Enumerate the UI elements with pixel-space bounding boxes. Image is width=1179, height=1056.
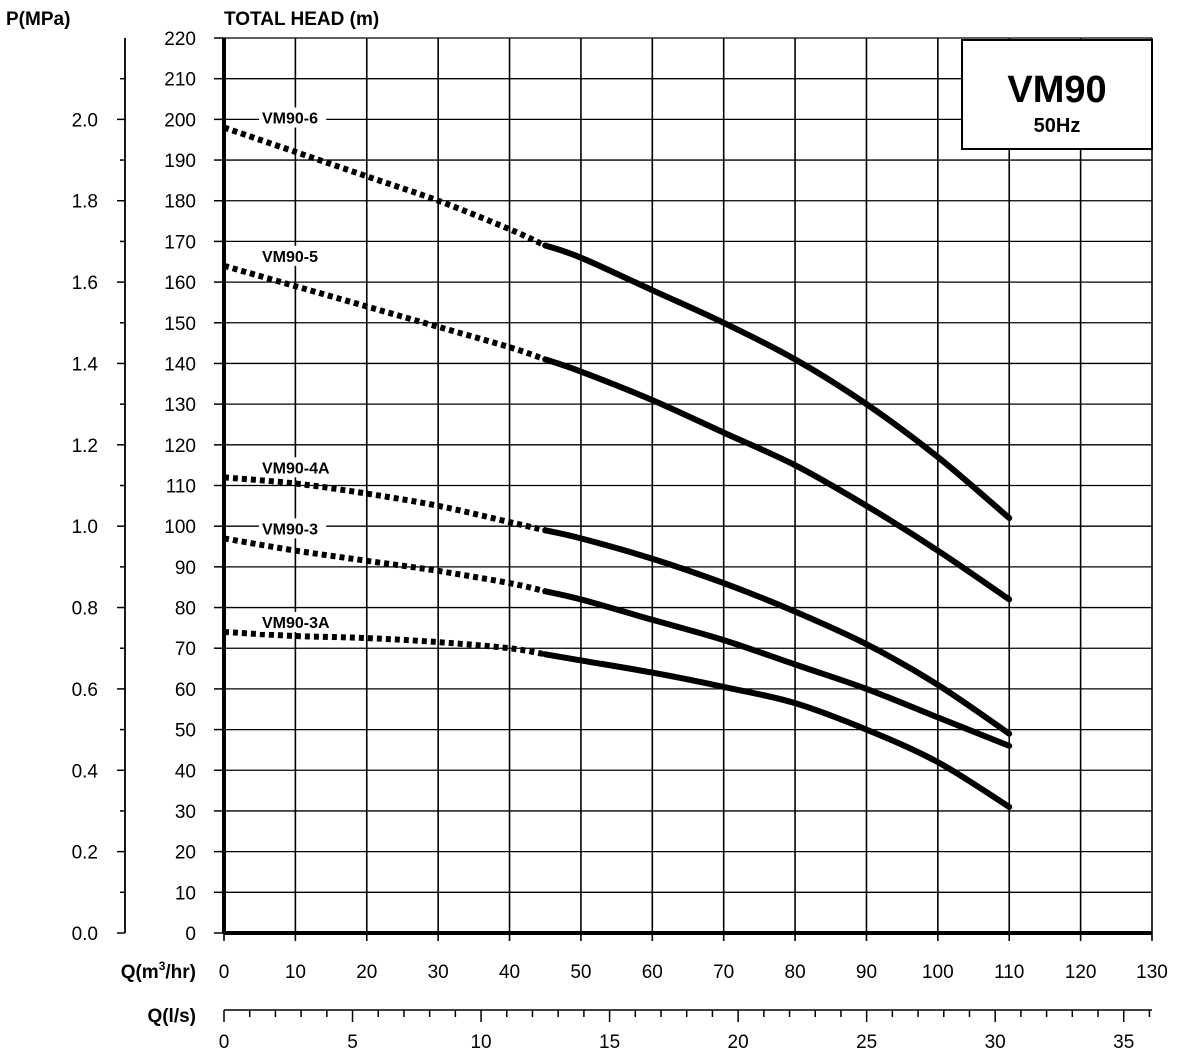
pressure-tick-label: 0.2 xyxy=(72,843,98,864)
series-label-bg xyxy=(259,245,327,266)
head-tick-label: 210 xyxy=(164,70,196,91)
q-ls-tick-label: 5 xyxy=(347,1032,358,1053)
head-tick-label: 100 xyxy=(164,517,196,538)
pressure-tick-label: 2.0 xyxy=(72,110,98,131)
pressure-tick-label: 0.8 xyxy=(72,599,98,620)
flow-tick-label: 0 xyxy=(219,962,230,983)
tick-labels: 0102030405060708090100110120130140150160… xyxy=(72,29,1168,1053)
flow-tick-label: 10 xyxy=(285,962,306,983)
chart-subtitle: 50Hz xyxy=(1034,115,1081,137)
head-tick-label: 90 xyxy=(175,558,196,579)
q-ls-tick-label: 15 xyxy=(599,1032,620,1053)
q-ls-axis-title: Q(l/s) xyxy=(147,1006,196,1027)
head-tick-label: 220 xyxy=(164,29,196,50)
head-tick-label: 140 xyxy=(164,354,196,375)
head-tick-label: 70 xyxy=(175,639,196,660)
head-tick-label: 120 xyxy=(164,436,196,457)
performance-curves: VM90-6 VM90-5 VM90-4A VM90-3 VM90-3A xyxy=(223,107,1013,810)
series-vm90-5-solid xyxy=(542,356,1013,603)
series-vm90-4a-solid xyxy=(542,527,1013,737)
flow-tick-label: 100 xyxy=(922,962,954,983)
series-vm90-3-dotted xyxy=(223,535,546,595)
q-m3hr-axis-title: Q(m3/hr) xyxy=(121,959,196,983)
series-label-bg xyxy=(259,457,337,478)
series-label-vm90-3a: VM90-3A xyxy=(262,615,330,632)
series-label-vm90-5: VM90-5 xyxy=(262,249,318,266)
head-tick-label: 190 xyxy=(164,151,196,172)
head-tick-label: 150 xyxy=(164,314,196,335)
pressure-tick-label: 1.4 xyxy=(72,354,99,375)
flow-tick-label: 50 xyxy=(570,962,591,983)
head-tick-label: 80 xyxy=(175,599,196,620)
series-vm90-6-solid xyxy=(542,242,1013,521)
q-ls-tick-label: 35 xyxy=(1113,1032,1134,1053)
flow-tick-label: 120 xyxy=(1065,962,1097,983)
head-tick-label: 200 xyxy=(164,110,196,131)
series-label-vm90-3: VM90-3 xyxy=(262,521,318,538)
pressure-tick-label: 1.6 xyxy=(72,273,98,294)
flow-tick-label: 110 xyxy=(994,962,1024,983)
head-tick-label: 0 xyxy=(185,924,196,945)
flow-tick-label: 70 xyxy=(713,962,734,983)
head-tick-label: 40 xyxy=(175,761,196,782)
flow-tick-label: 20 xyxy=(356,962,377,983)
title-box xyxy=(961,39,1153,150)
chart-title: VM90 xyxy=(1007,69,1106,111)
pressure-tick-label: 0.0 xyxy=(72,924,98,945)
series-label-bg xyxy=(259,107,327,128)
head-tick-label: 130 xyxy=(164,395,196,416)
q-ls-tick-label: 25 xyxy=(856,1032,877,1053)
series-label-bg xyxy=(259,518,327,539)
series-vm90-6-dotted xyxy=(223,124,547,249)
head-tick-label: 20 xyxy=(175,843,196,864)
head-tick-label: 110 xyxy=(166,477,196,498)
series-vm90-5-dotted xyxy=(223,262,547,363)
flow-tick-label: 80 xyxy=(785,962,806,983)
head-axis-title: TOTAL HEAD (m) xyxy=(224,9,379,30)
q-ls-tick-label: 0 xyxy=(219,1032,230,1053)
pressure-tick-label: 0.4 xyxy=(72,761,99,782)
head-tick-label: 60 xyxy=(175,680,196,701)
head-tick-label: 180 xyxy=(164,192,196,213)
series-label-vm90-6: VM90-6 xyxy=(262,111,318,128)
pressure-tick-label: 0.6 xyxy=(72,680,98,701)
flow-tick-label: 60 xyxy=(642,962,663,983)
series-vm90-4a-dotted xyxy=(223,474,546,534)
flow-tick-label: 130 xyxy=(1136,962,1168,983)
head-tick-label: 160 xyxy=(164,273,196,294)
flow-tick-label: 40 xyxy=(499,962,520,983)
series-vm90-3a-dotted xyxy=(223,629,546,658)
head-tick-label: 50 xyxy=(175,721,196,742)
series-vm90-3-solid xyxy=(542,588,1013,749)
series-label-bg xyxy=(259,611,337,632)
series-vm90-3a-solid xyxy=(542,651,1013,810)
series-label-vm90-4a: VM90-4A xyxy=(262,460,330,477)
axes xyxy=(117,37,1153,1022)
pressure-tick-label: 1.8 xyxy=(72,192,98,213)
q-ls-tick-label: 10 xyxy=(470,1032,491,1053)
head-tick-label: 170 xyxy=(164,232,196,253)
p-axis-title: P(MPa) xyxy=(6,9,70,30)
pressure-tick-label: 1.2 xyxy=(72,436,98,457)
head-tick-label: 30 xyxy=(175,802,196,823)
pressure-tick-label: 1.0 xyxy=(72,517,98,538)
flow-tick-label: 30 xyxy=(428,962,449,983)
q-ls-tick-label: 30 xyxy=(985,1032,1006,1053)
head-tick-label: 10 xyxy=(175,883,196,904)
flow-tick-label: 90 xyxy=(856,962,877,983)
q-ls-tick-label: 20 xyxy=(728,1032,749,1053)
